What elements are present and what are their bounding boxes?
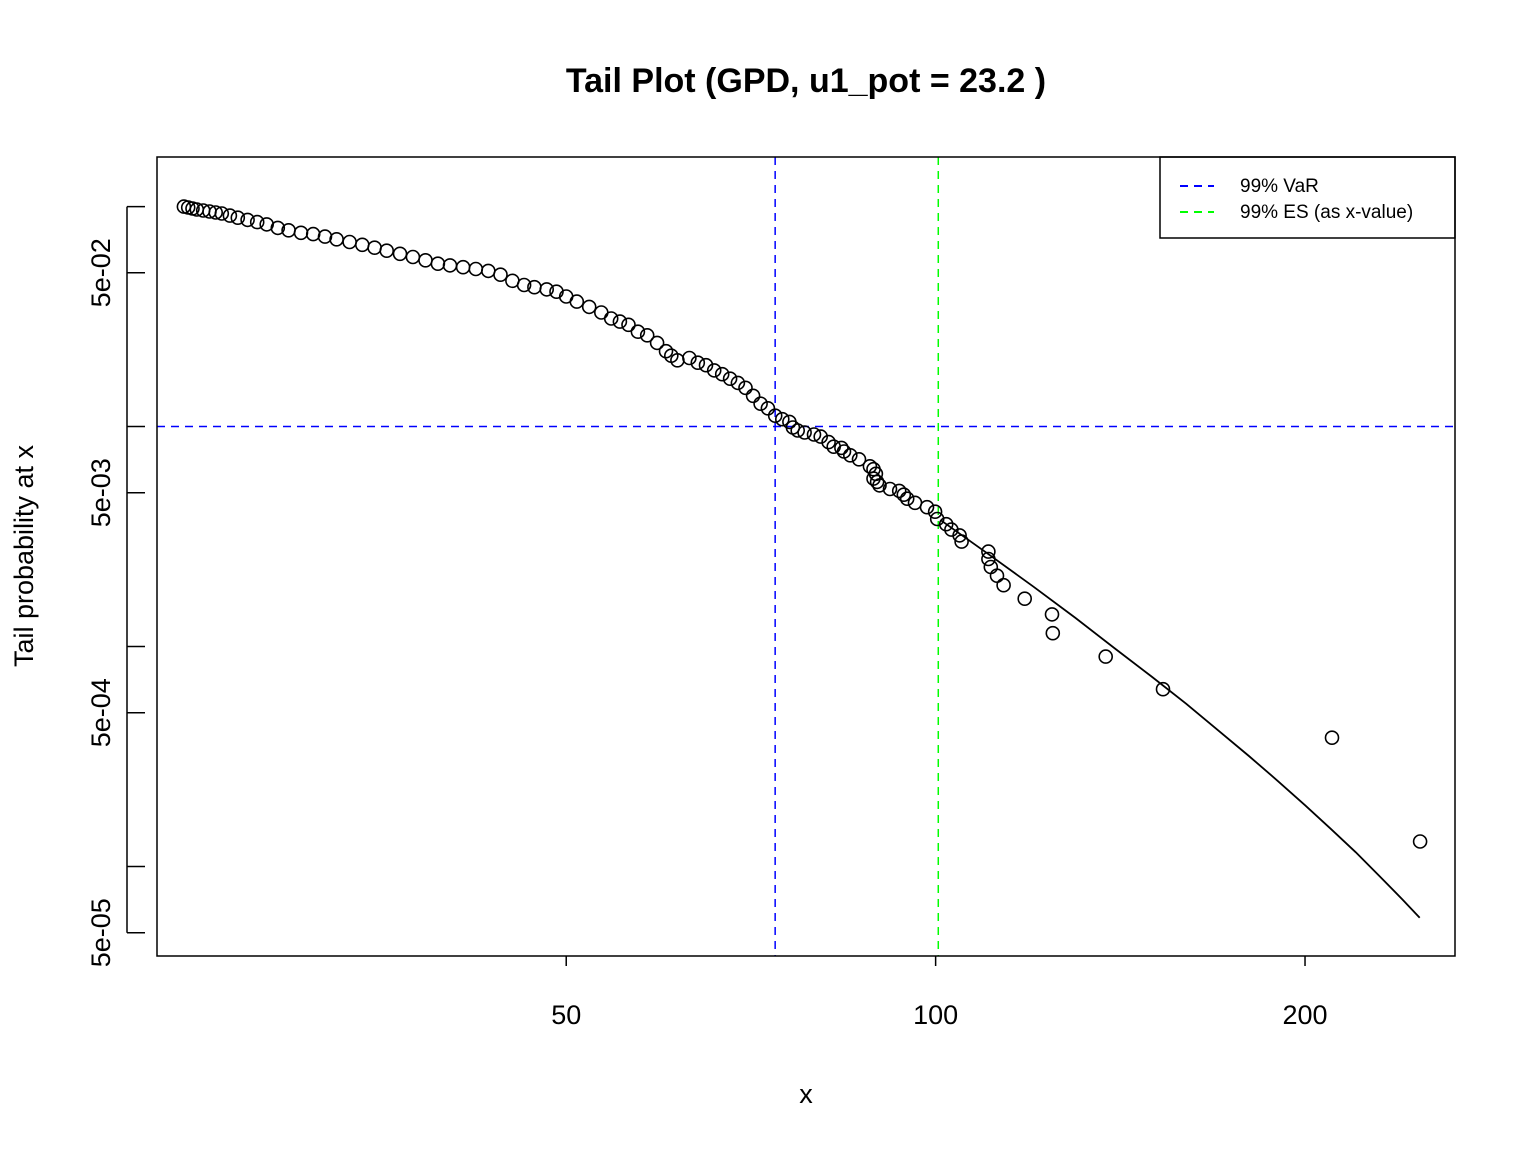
data-point bbox=[790, 423, 806, 438]
gpd-fit-line bbox=[940, 519, 1421, 919]
data-point bbox=[760, 400, 776, 416]
data-point bbox=[851, 451, 867, 467]
data-point bbox=[698, 357, 714, 373]
data-point bbox=[639, 327, 655, 343]
data-point bbox=[821, 434, 836, 450]
data-point bbox=[981, 551, 996, 567]
data-point bbox=[621, 317, 636, 333]
data-point bbox=[834, 440, 849, 456]
data-point bbox=[869, 474, 885, 490]
data-point bbox=[569, 294, 585, 309]
data-point bbox=[230, 210, 246, 225]
data-point bbox=[806, 427, 822, 442]
data-point bbox=[952, 528, 967, 543]
data-point bbox=[882, 481, 898, 497]
data-point bbox=[1098, 649, 1113, 664]
legend: 99% VaR 99% ES (as x-value) bbox=[1159, 156, 1456, 239]
y-tick-label: 5e-04 bbox=[86, 678, 116, 747]
data-point bbox=[981, 544, 996, 559]
data-point bbox=[872, 478, 887, 493]
y-tick-label: 5e-02 bbox=[86, 238, 116, 307]
data-point bbox=[214, 206, 230, 221]
data-point bbox=[682, 350, 697, 366]
legend-label-es: 99% ES (as x-value) bbox=[1240, 202, 1413, 223]
data-point bbox=[767, 408, 783, 424]
x-axis: 50 100 200 bbox=[551, 956, 1328, 1030]
data-point bbox=[842, 447, 858, 463]
data-point bbox=[1044, 607, 1060, 622]
data-point bbox=[899, 491, 915, 507]
y-tick-label: 5e-05 bbox=[86, 898, 116, 967]
data-point bbox=[745, 388, 761, 404]
data-point bbox=[493, 267, 508, 283]
data-point bbox=[581, 299, 597, 315]
data-point bbox=[612, 314, 628, 329]
data-point bbox=[1324, 730, 1340, 746]
x-tick-label: 100 bbox=[913, 1000, 958, 1030]
data-point bbox=[249, 214, 265, 230]
plot-frame bbox=[156, 156, 1456, 957]
legend-box bbox=[1159, 156, 1456, 239]
data-point bbox=[919, 499, 935, 515]
data-point bbox=[603, 311, 619, 326]
data-point bbox=[891, 483, 907, 499]
chart-title: Tail Plot (GPD, u1_pot = 23.2 ) bbox=[566, 62, 1046, 100]
data-point bbox=[1412, 834, 1428, 849]
data-point bbox=[1017, 591, 1032, 607]
data-point bbox=[690, 355, 706, 371]
y-axis: 5e-05 5e-04 5e-03 5e-02 bbox=[86, 205, 145, 967]
legend-label-var: 99% VaR bbox=[1240, 176, 1319, 197]
data-point bbox=[222, 208, 238, 223]
data-point bbox=[1155, 681, 1171, 697]
x-axis-title: x bbox=[799, 1079, 813, 1109]
x-tick-label: 200 bbox=[1282, 1000, 1327, 1030]
data-point bbox=[797, 425, 812, 440]
data-point bbox=[722, 371, 738, 387]
data-point bbox=[516, 277, 532, 293]
data-point bbox=[658, 343, 674, 359]
data-point bbox=[753, 396, 768, 412]
data-point bbox=[730, 375, 746, 391]
data-point bbox=[738, 380, 753, 396]
data-point bbox=[1045, 625, 1061, 641]
data-point bbox=[714, 366, 730, 382]
data-point bbox=[630, 324, 646, 340]
plot-area bbox=[157, 157, 1455, 956]
data-point bbox=[270, 220, 286, 236]
data-point bbox=[996, 577, 1011, 593]
x-tick-label: 50 bbox=[551, 1000, 581, 1030]
data-point bbox=[379, 243, 395, 258]
data-point bbox=[927, 504, 943, 520]
data-point bbox=[240, 212, 255, 228]
data-point bbox=[938, 516, 954, 532]
data-point bbox=[208, 205, 223, 220]
data-point bbox=[774, 411, 790, 427]
data-point bbox=[813, 429, 829, 444]
data-point bbox=[706, 363, 722, 378]
data-point bbox=[649, 335, 665, 351]
y-axis-title: Tail probability at x bbox=[9, 444, 39, 667]
data-point bbox=[896, 487, 912, 503]
data-point bbox=[539, 282, 555, 297]
data-point bbox=[954, 534, 969, 549]
y-tick-label: 5e-03 bbox=[86, 458, 116, 527]
